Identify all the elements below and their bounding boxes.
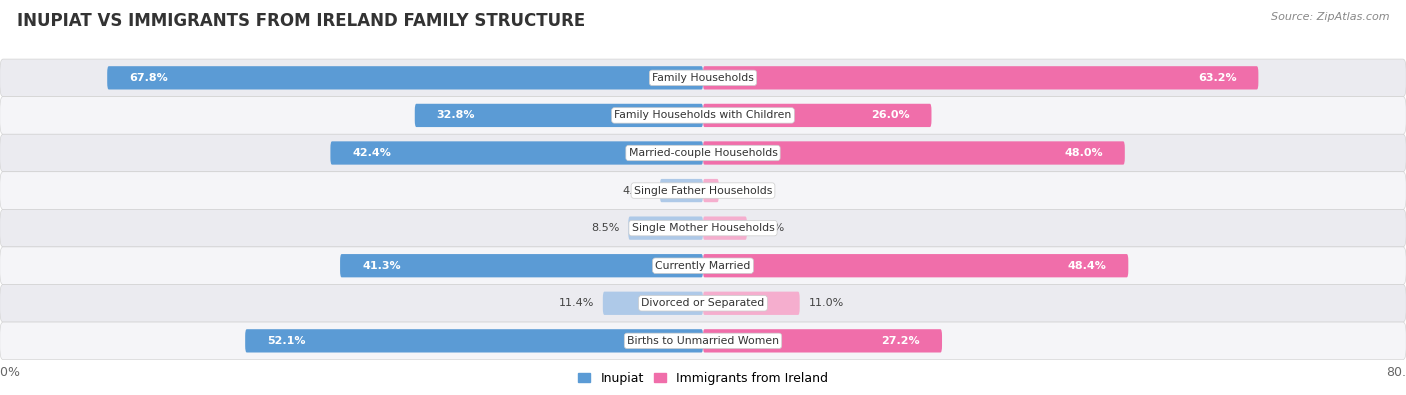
FancyBboxPatch shape — [703, 179, 718, 202]
Text: 26.0%: 26.0% — [870, 111, 910, 120]
Text: Married-couple Households: Married-couple Households — [628, 148, 778, 158]
FancyBboxPatch shape — [0, 59, 1406, 97]
FancyBboxPatch shape — [628, 216, 703, 240]
Text: 11.0%: 11.0% — [808, 298, 844, 308]
FancyBboxPatch shape — [703, 141, 1125, 165]
FancyBboxPatch shape — [0, 209, 1406, 247]
FancyBboxPatch shape — [703, 104, 932, 127]
FancyBboxPatch shape — [0, 172, 1406, 209]
FancyBboxPatch shape — [703, 216, 747, 240]
Text: 27.2%: 27.2% — [882, 336, 920, 346]
Text: Single Father Households: Single Father Households — [634, 186, 772, 196]
Text: 52.1%: 52.1% — [267, 336, 305, 346]
FancyBboxPatch shape — [0, 247, 1406, 284]
FancyBboxPatch shape — [603, 292, 703, 315]
Text: 32.8%: 32.8% — [437, 111, 475, 120]
Text: 4.9%: 4.9% — [623, 186, 651, 196]
FancyBboxPatch shape — [703, 254, 1129, 277]
FancyBboxPatch shape — [0, 134, 1406, 172]
FancyBboxPatch shape — [0, 284, 1406, 322]
Text: 1.8%: 1.8% — [728, 186, 756, 196]
FancyBboxPatch shape — [703, 66, 1258, 90]
FancyBboxPatch shape — [107, 66, 703, 90]
Text: Births to Unmarried Women: Births to Unmarried Women — [627, 336, 779, 346]
Text: 8.5%: 8.5% — [591, 223, 620, 233]
FancyBboxPatch shape — [0, 97, 1406, 134]
Text: 63.2%: 63.2% — [1198, 73, 1236, 83]
Text: Currently Married: Currently Married — [655, 261, 751, 271]
FancyBboxPatch shape — [245, 329, 703, 352]
FancyBboxPatch shape — [703, 292, 800, 315]
FancyBboxPatch shape — [703, 329, 942, 352]
FancyBboxPatch shape — [340, 254, 703, 277]
Text: Family Households: Family Households — [652, 73, 754, 83]
Text: 5.0%: 5.0% — [756, 223, 785, 233]
FancyBboxPatch shape — [415, 104, 703, 127]
Text: Family Households with Children: Family Households with Children — [614, 111, 792, 120]
Text: 48.0%: 48.0% — [1064, 148, 1102, 158]
Text: Divorced or Separated: Divorced or Separated — [641, 298, 765, 308]
Text: 11.4%: 11.4% — [558, 298, 593, 308]
Text: INUPIAT VS IMMIGRANTS FROM IRELAND FAMILY STRUCTURE: INUPIAT VS IMMIGRANTS FROM IRELAND FAMIL… — [17, 12, 585, 30]
Legend: Inupiat, Immigrants from Ireland: Inupiat, Immigrants from Ireland — [578, 372, 828, 385]
Text: 67.8%: 67.8% — [129, 73, 167, 83]
FancyBboxPatch shape — [659, 179, 703, 202]
Text: Single Mother Households: Single Mother Households — [631, 223, 775, 233]
Text: 48.4%: 48.4% — [1067, 261, 1107, 271]
Text: 41.3%: 41.3% — [363, 261, 401, 271]
Text: 42.4%: 42.4% — [353, 148, 391, 158]
Text: Source: ZipAtlas.com: Source: ZipAtlas.com — [1271, 12, 1389, 22]
FancyBboxPatch shape — [330, 141, 703, 165]
FancyBboxPatch shape — [0, 322, 1406, 359]
